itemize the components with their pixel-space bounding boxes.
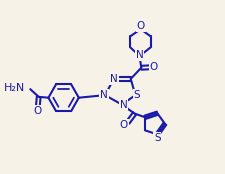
Text: S: S: [154, 133, 161, 143]
Text: N: N: [120, 100, 127, 110]
Text: S: S: [134, 90, 140, 100]
Text: O: O: [120, 120, 128, 130]
Text: N: N: [110, 74, 118, 84]
Text: N: N: [136, 50, 144, 60]
Text: H₂N: H₂N: [4, 83, 25, 93]
Text: O: O: [34, 106, 42, 116]
Text: N: N: [100, 90, 108, 100]
Text: O: O: [150, 62, 158, 72]
Text: O: O: [137, 21, 145, 31]
